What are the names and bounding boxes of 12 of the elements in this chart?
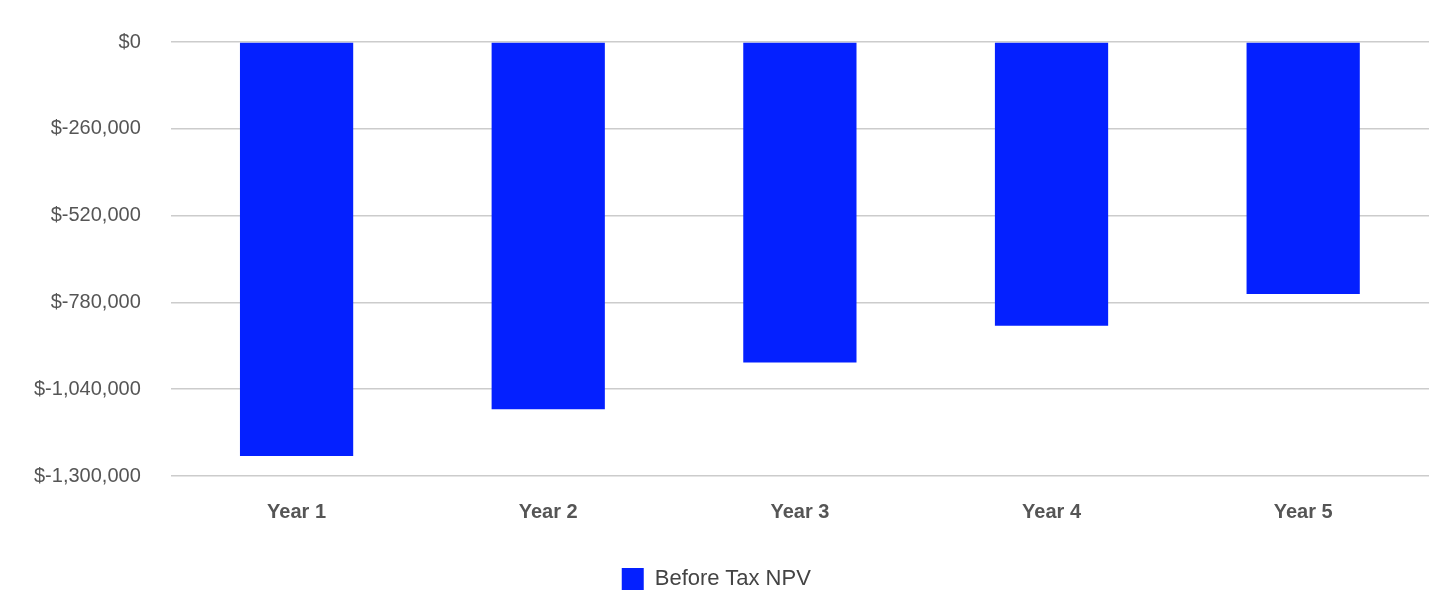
- legend-label: Before Tax NPV: [654, 565, 812, 591]
- x-tick-label: Year 4: [1022, 499, 1082, 522]
- y-tick-label: $-1,300,000: [33, 463, 141, 486]
- y-tick-label: $-780,000: [50, 289, 141, 312]
- y-tick-label: $-520,000: [50, 203, 141, 226]
- x-tick-label: Year 5: [1273, 499, 1333, 522]
- y-tick-label: $-1,040,000: [33, 376, 141, 399]
- x-tick-label: Year 1: [267, 499, 327, 522]
- y-tick-label: $0: [118, 29, 141, 52]
- x-tick-label: Year 3: [770, 499, 830, 522]
- y-tick-label: $-260,000: [50, 116, 141, 139]
- x-tick-label: Year 2: [518, 499, 578, 522]
